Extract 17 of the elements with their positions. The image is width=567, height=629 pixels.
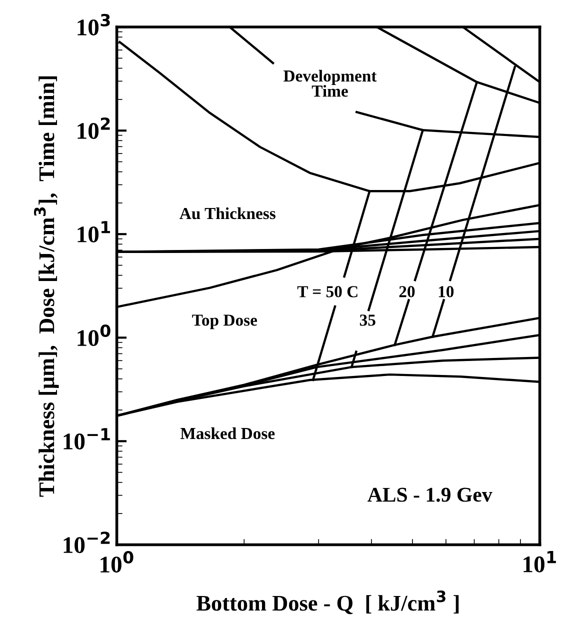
y-tick-label: 10$^{3}$ (78, 14, 110, 36)
y-tick-label: 10$^{−1}$ (64, 428, 110, 450)
y-tick-label: 10$^{0}$ (78, 324, 110, 346)
annotation: 20 (399, 286, 415, 298)
annotation: Top Dose (192, 314, 258, 330)
annotation: Masked Dose (180, 427, 275, 440)
annotation: Au Thickness (180, 207, 276, 220)
annotation: 10 (438, 286, 454, 298)
y-tick-label: 10$^{2}$ (78, 117, 110, 139)
x-axis-title: Bottom Dose - Q [ kJ/cm$^{3}$ ] (196, 590, 459, 614)
annotation: 35 (360, 314, 376, 326)
annotation: ALS - 1.9 Gev (368, 488, 492, 502)
annotation: Development Time (284, 70, 377, 97)
annotation: T = 50 C (297, 286, 358, 298)
y-tick-label: 10$^{−2}$ (64, 532, 110, 554)
y-tick-label: 10$^{1}$ (78, 221, 110, 242)
y-axis-title: Thickness [μm], Dose [kJ/cm$^{3}$], Time [min] (34, 76, 59, 497)
